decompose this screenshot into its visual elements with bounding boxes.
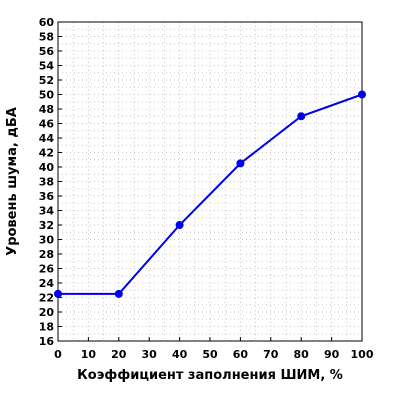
x-tick-label: 70 — [263, 348, 279, 361]
y-tick-label: 36 — [39, 190, 55, 203]
series-line — [58, 93, 363, 295]
x-axis-ticks: 0 10 20 30 40 50 60 70 80 90 100 — [54, 337, 374, 361]
x-tick-label: 60 — [233, 348, 249, 361]
y-tick-label: 30 — [39, 234, 55, 247]
y-tick-label: 58 — [39, 31, 54, 44]
x-tick-label: 30 — [142, 348, 158, 361]
grid — [57, 21, 363, 342]
x-tick-label: 20 — [111, 348, 127, 361]
x-tick-label: 40 — [172, 348, 188, 361]
x-tick-label: 50 — [202, 348, 218, 361]
y-tick-label: 38 — [39, 176, 54, 189]
x-tick-label: 100 — [351, 348, 374, 361]
y-tick-label: 40 — [39, 161, 55, 174]
y-tick-label: 42 — [39, 147, 54, 160]
data-point — [175, 221, 184, 229]
data-point — [54, 289, 62, 298]
y-tick-label: 48 — [39, 103, 54, 116]
y-tick-label: 32 — [39, 219, 54, 232]
y-tick-label: 50 — [39, 89, 55, 102]
x-tick-label: 80 — [294, 348, 310, 361]
x-tick-label: 10 — [81, 348, 97, 361]
data-point — [114, 289, 123, 298]
y-tick-label: 26 — [39, 263, 55, 276]
data-point — [358, 90, 366, 99]
y-tick-label: 18 — [39, 321, 54, 334]
y-tick-label: 44 — [39, 132, 55, 145]
data-point — [297, 112, 306, 121]
series-layer — [54, 90, 366, 298]
y-tick-label: 28 — [39, 248, 54, 261]
y-tick-label: 16 — [39, 335, 55, 348]
y-tick-label: 52 — [39, 74, 54, 87]
y-tick-label: 56 — [39, 45, 55, 58]
y-tick-label: 46 — [39, 118, 55, 131]
y-tick-label: 20 — [39, 306, 55, 319]
x-axis-label: Коэффициент заполнения ШИМ, % — [77, 368, 343, 383]
x-tick-label: 90 — [324, 348, 340, 361]
data-point — [236, 159, 245, 168]
x-tick-label: 0 — [54, 348, 62, 361]
y-axis-label: Уровень шума, дБА — [5, 107, 20, 256]
y-tick-label: 34 — [39, 205, 55, 218]
y-tick-label: 24 — [39, 277, 55, 290]
y-tick-label: 60 — [39, 16, 55, 29]
y-tick-label: 54 — [39, 60, 55, 73]
y-tick-label: 22 — [39, 292, 54, 305]
